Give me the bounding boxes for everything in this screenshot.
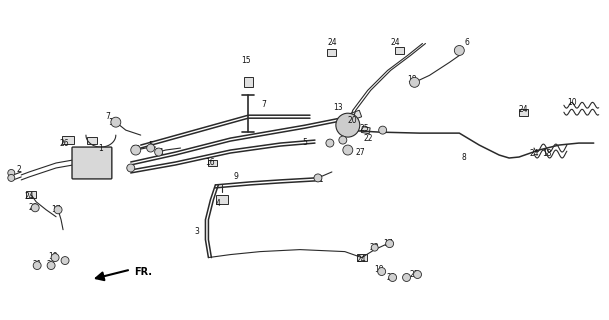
Text: 24: 24 (391, 38, 400, 47)
Bar (350, 110, 362, 120)
Circle shape (8, 174, 15, 181)
Circle shape (8, 170, 15, 176)
Text: 9: 9 (234, 172, 239, 181)
Text: 17: 17 (51, 205, 61, 214)
Text: 19: 19 (374, 265, 384, 274)
Bar (87, 137, 97, 144)
Text: 7: 7 (262, 100, 267, 109)
Bar (395, 47, 404, 54)
Circle shape (326, 139, 334, 147)
Text: 18: 18 (542, 148, 552, 157)
Text: 24: 24 (357, 255, 367, 264)
Text: 5: 5 (303, 138, 308, 147)
Text: 15: 15 (241, 56, 251, 65)
Text: 8: 8 (462, 153, 466, 162)
Circle shape (131, 145, 141, 155)
Text: 20: 20 (348, 116, 357, 125)
Circle shape (403, 274, 410, 282)
Text: 27: 27 (356, 148, 365, 156)
Text: 21: 21 (32, 260, 42, 269)
Bar (357, 254, 367, 261)
Circle shape (414, 270, 421, 278)
Circle shape (371, 244, 378, 251)
Circle shape (454, 45, 464, 55)
Text: 3: 3 (194, 227, 199, 236)
Circle shape (385, 240, 393, 248)
Circle shape (155, 148, 163, 156)
Text: 2: 2 (17, 165, 21, 174)
Text: 24: 24 (24, 192, 34, 201)
Bar (244, 77, 253, 87)
Bar (208, 159, 217, 166)
Circle shape (409, 77, 420, 87)
Text: 5: 5 (148, 140, 153, 149)
Circle shape (51, 253, 59, 261)
Text: 13: 13 (333, 103, 343, 112)
Text: 18: 18 (407, 75, 417, 84)
Circle shape (379, 126, 387, 134)
Bar (361, 126, 370, 134)
Text: 19: 19 (48, 252, 58, 261)
Circle shape (54, 206, 62, 214)
Circle shape (33, 261, 41, 269)
Text: 12: 12 (131, 145, 141, 154)
Bar (26, 191, 36, 198)
Text: 23: 23 (29, 203, 38, 212)
Bar (216, 195, 228, 204)
Text: 4: 4 (216, 199, 221, 208)
Circle shape (147, 144, 155, 152)
Text: 24: 24 (529, 148, 539, 157)
Text: 7: 7 (105, 112, 110, 121)
Circle shape (31, 204, 39, 212)
Circle shape (111, 117, 121, 127)
Text: 11: 11 (314, 175, 324, 184)
Text: 16: 16 (206, 158, 215, 167)
Circle shape (389, 274, 396, 282)
Circle shape (61, 257, 69, 265)
Circle shape (127, 164, 135, 172)
Text: 25: 25 (360, 124, 370, 132)
Text: 22: 22 (364, 133, 373, 143)
Bar (519, 109, 527, 116)
Text: FR.: FR. (134, 267, 152, 276)
Text: 23: 23 (370, 243, 379, 252)
Text: 21: 21 (387, 273, 396, 282)
Text: 12: 12 (108, 118, 118, 127)
Circle shape (339, 136, 347, 144)
Circle shape (314, 174, 322, 182)
Bar (62, 136, 74, 144)
Circle shape (336, 113, 360, 137)
Text: 26: 26 (59, 139, 69, 148)
Text: 6: 6 (465, 38, 470, 47)
Text: 10: 10 (567, 98, 577, 107)
Text: 14: 14 (154, 148, 163, 156)
Text: 24: 24 (518, 105, 528, 114)
Bar (328, 49, 336, 56)
Text: 1: 1 (99, 144, 104, 153)
Text: 21: 21 (46, 260, 56, 269)
Text: 21: 21 (410, 270, 419, 279)
Circle shape (343, 145, 353, 155)
Text: 24: 24 (327, 38, 337, 47)
Circle shape (378, 268, 385, 276)
Text: 17: 17 (383, 239, 392, 248)
Circle shape (47, 261, 55, 269)
FancyBboxPatch shape (72, 147, 112, 179)
